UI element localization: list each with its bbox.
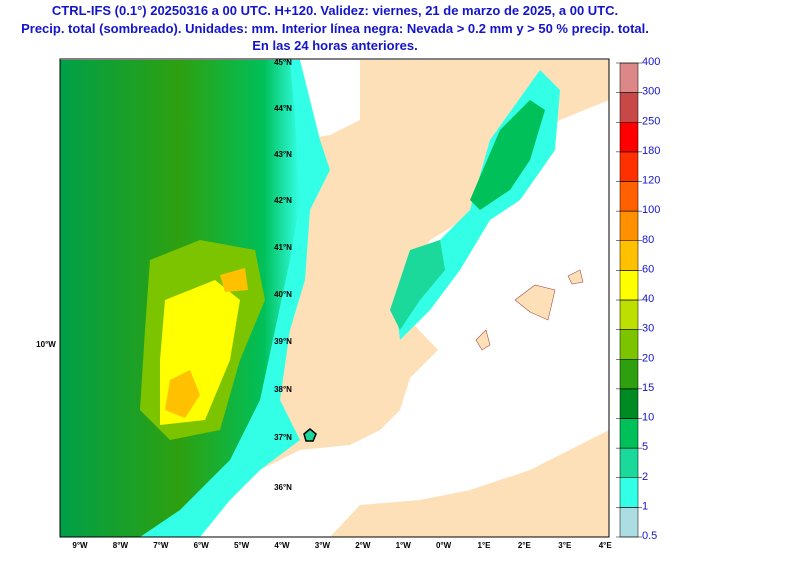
legend-label: 120 [642,175,660,187]
legend-swatch [619,359,639,390]
island [567,269,584,285]
legend-label: 60 [642,263,654,275]
legend-swatch [619,299,639,330]
legend-swatch [619,122,639,153]
legend-swatch [619,92,639,123]
legend-label: 2 [642,471,648,483]
legend-label: 40 [642,293,654,305]
lat-label: 37°N [274,433,292,442]
lon-label: 5°W [234,541,250,550]
legend-swatch [619,181,639,212]
legend-swatch [619,507,639,538]
legend-label: 15 [642,382,654,394]
legend-label: 400 [642,56,660,68]
lat-label: 40°N [274,290,292,299]
title-line: Precip. total (sombreado). Unidades: mm.… [21,21,649,36]
africa [330,430,609,537]
title-line: En las 24 horas anteriores. [252,38,418,53]
lon-label: 1°W [396,541,412,550]
lat-label: 41°N [274,243,292,252]
lon-label: 3°W [315,541,331,550]
lat-label: 39°N [274,337,292,346]
legend-label: 80 [642,234,654,246]
legend-label: 180 [642,145,660,157]
legend-swatch [619,388,639,419]
legend-label: 10 [642,412,654,424]
lat-label: 42°N [274,196,292,205]
lon-label: 1°E [478,541,492,550]
legend-label: 5 [642,441,648,453]
lon-label: 6°W [194,541,210,550]
precip-60 [165,370,200,418]
legend-swatch [619,418,639,449]
lat-label: 38°N [274,385,292,394]
lat-label: 45°N [274,58,292,67]
lon-label: 7°W [153,541,169,550]
legend-label: 100 [642,204,660,216]
side-label: 10°W [36,340,56,349]
legend-label: 30 [642,323,654,335]
title-line: CTRL-IFS (0.1°) 20250316 a 00 UTC. H+120… [51,3,619,18]
legend-swatch [619,210,639,241]
legend-swatch [619,270,639,301]
legend-swatch [619,62,639,93]
legend-label: 20 [642,352,654,364]
island [514,284,556,321]
lon-label: 9°W [72,541,88,550]
legend-swatch [619,329,639,360]
lon-label: 4°W [274,541,290,550]
lon-label: 2°E [518,541,532,550]
lon-label: 0°W [436,541,452,550]
legend-swatch [619,151,639,182]
lat-label: 43°N [274,150,292,159]
precip-east [390,240,445,330]
lat-label: 44°N [274,104,292,113]
legend-label: 300 [642,86,660,98]
lon-label: 2°W [355,541,371,550]
precip-east [470,100,545,210]
island [475,329,491,351]
lon-label: 4°E [599,541,613,550]
legend-label: 1 [642,500,648,512]
legend-swatch [619,477,639,508]
legend-swatch [619,240,639,271]
lon-label: 3°E [558,541,572,550]
legend-label: 0.5 [642,530,657,542]
snow-area [303,428,317,442]
lon-label: 8°W [113,541,129,550]
precip-60 [220,268,248,292]
map-frame [59,58,610,538]
legend-swatch [619,447,639,478]
lat-label: 36°N [274,483,292,492]
legend-label: 250 [642,115,660,127]
